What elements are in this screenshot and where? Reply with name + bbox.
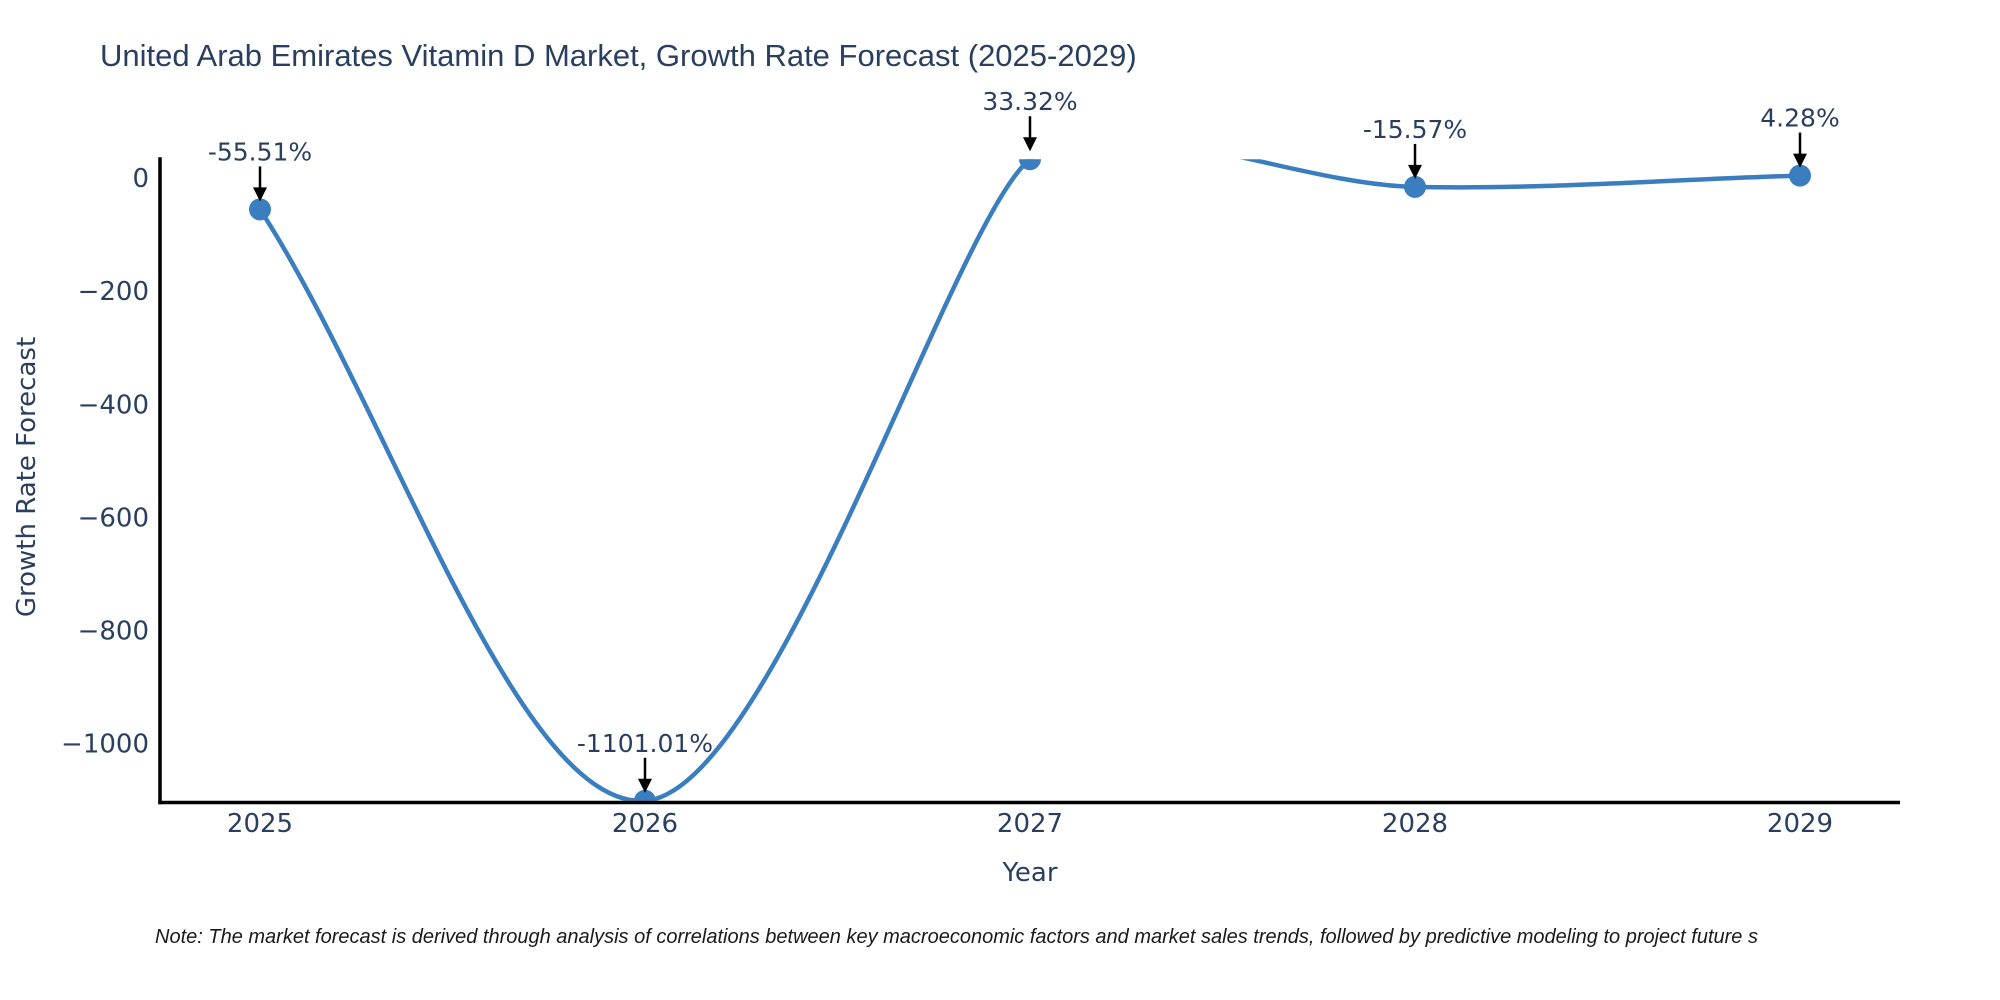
data-point-marker xyxy=(1789,164,1811,187)
y-tick-label: −200 xyxy=(78,277,149,307)
annotation-arrowhead xyxy=(1408,164,1422,179)
data-point-marker xyxy=(249,198,271,221)
chart-title: United Arab Emirates Vitamin D Market, G… xyxy=(100,38,1137,73)
x-tick-label: 2026 xyxy=(612,809,678,839)
trend-line xyxy=(257,159,1803,801)
point-annotation: -1101.01% xyxy=(577,729,713,758)
annotation-arrowhead xyxy=(253,187,267,202)
y-tick-label: 0 xyxy=(132,164,149,194)
annotation-arrowhead xyxy=(1023,137,1037,152)
point-annotation: -15.57% xyxy=(1363,115,1467,144)
y-tick-label: −600 xyxy=(78,503,149,533)
y-tick-label: −400 xyxy=(78,390,149,420)
y-tick-label: −1000 xyxy=(61,730,149,760)
x-tick-label: 2025 xyxy=(227,809,293,839)
annotation-arrowhead xyxy=(1793,153,1807,168)
x-tick-label: 2027 xyxy=(997,809,1063,839)
trend-group xyxy=(249,159,1811,801)
data-point-marker xyxy=(1019,159,1041,171)
point-annotation: -55.51% xyxy=(208,137,312,166)
point-annotation: 4.28% xyxy=(1760,104,1839,133)
annotation-arrowhead xyxy=(638,778,652,793)
data-point-marker xyxy=(634,789,656,801)
x-tick-label: 2029 xyxy=(1767,809,1833,839)
x-tick-label: 2028 xyxy=(1382,809,1448,839)
x-axis-title: Year xyxy=(1002,858,1058,888)
y-tick-label: −800 xyxy=(78,617,149,647)
point-annotation: 33.32% xyxy=(982,87,1077,116)
footnote: Note: The market forecast is derived thr… xyxy=(155,926,1758,948)
data-point-marker xyxy=(1404,175,1426,198)
